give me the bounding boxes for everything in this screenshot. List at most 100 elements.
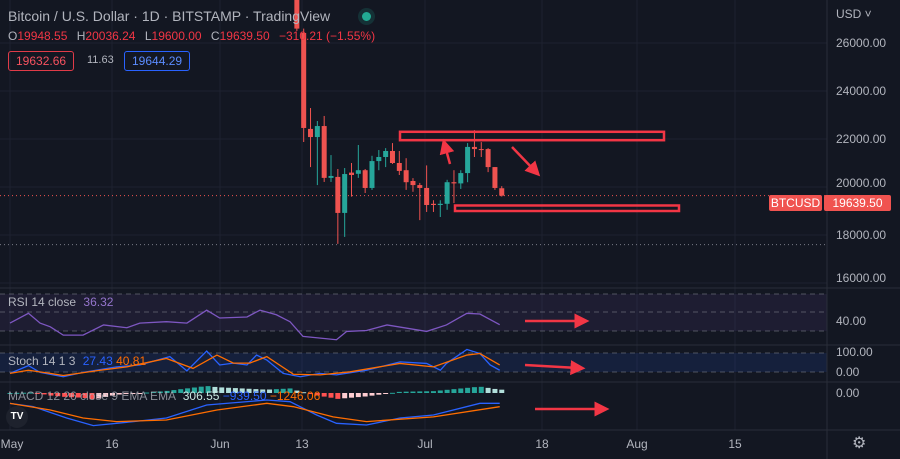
macd-line <box>9 399 500 427</box>
macd-histogram-bar <box>321 393 327 397</box>
macd-hist-value: 306.55 <box>182 389 220 403</box>
candle-body <box>362 170 368 188</box>
macd-histogram-bar <box>485 387 491 393</box>
macd-histogram-bar <box>335 393 341 399</box>
stoch-d-line <box>9 352 501 377</box>
candle-body <box>389 151 395 163</box>
candle-body <box>478 149 484 151</box>
stoch-d-value: 40.81 <box>116 354 147 368</box>
macd-histogram-bar <box>178 389 184 393</box>
candle-body <box>396 163 402 171</box>
macd-name: MACD 12 26 close 9 EMA EMA <box>8 389 176 403</box>
macd-histogram-bar <box>403 391 409 393</box>
candle-body <box>335 176 341 213</box>
macd-histogram-bar <box>75 393 81 398</box>
macd-histogram-bar <box>287 388 293 393</box>
macd-signal-value: −1246.06 <box>269 389 321 403</box>
annotation-arrow <box>524 360 586 376</box>
candle-body <box>492 167 498 188</box>
macd-histogram-bar <box>410 391 416 393</box>
macd-histogram-bar <box>21 392 27 394</box>
time-tick: Jun <box>210 437 230 451</box>
stoch-k-value: 27.43 <box>82 354 113 368</box>
time-tick: May <box>0 437 24 451</box>
macd-histogram-bar <box>41 393 47 395</box>
sell-price-button[interactable]: 19632.66 <box>8 51 75 71</box>
macd-histogram-bar <box>301 392 307 394</box>
candle-body <box>499 188 505 196</box>
macd-histogram-bar <box>417 391 423 393</box>
support-zone-box <box>453 204 681 213</box>
macd-histogram-bar <box>137 393 143 394</box>
macd-tick-zero: 0.00 <box>836 386 860 400</box>
tradingview-logo[interactable]: TV <box>6 406 28 428</box>
candle-body <box>410 181 416 186</box>
candle-body <box>355 170 361 174</box>
symbol-title[interactable]: Bitcoin / U.S. Dollar · 1D · BITSTAMP · … <box>8 8 331 24</box>
macd-histogram-bar <box>14 392 20 394</box>
macd-histogram-bar <box>267 389 273 393</box>
macd-histogram-bar <box>437 390 443 393</box>
candle-body <box>451 182 457 184</box>
currency-selector[interactable]: USD ˅ <box>836 7 872 21</box>
candle-body <box>437 203 443 205</box>
stoch-legend[interactable]: Stoch 14 1 3 27.43 40.81 <box>8 354 146 368</box>
rsi-legend[interactable]: RSI 14 close 36.32 <box>8 295 113 309</box>
candle-body <box>471 146 477 150</box>
macd-histogram-bar <box>294 390 300 393</box>
macd-histogram-bar <box>444 389 450 393</box>
macd-histogram-bar <box>62 393 68 397</box>
macd-histogram-bar <box>389 392 395 394</box>
open-label: O <box>8 29 18 43</box>
macd-histogram-bar <box>48 393 54 396</box>
macd-signal-line <box>9 402 500 423</box>
grid <box>0 0 827 430</box>
macd-histogram-bar <box>55 393 61 397</box>
macd-histogram-bar <box>226 387 232 393</box>
time-tick: 15 <box>728 437 742 451</box>
stoch-k-line <box>9 348 501 378</box>
candle-body <box>430 203 436 205</box>
macd-histogram-bar <box>89 393 95 400</box>
macd-histogram-bar <box>27 392 33 394</box>
symbol-price-tag: BTCUSD <box>769 195 822 211</box>
open-value: 19948.55 <box>17 29 68 43</box>
candle-body <box>417 185 423 188</box>
macd-histogram-bar <box>212 386 218 393</box>
macd-histogram-bar <box>157 391 163 393</box>
macd-histogram-bar <box>116 393 122 395</box>
time-tick: 13 <box>295 437 309 451</box>
candle-body <box>301 32 307 128</box>
time-tick: 16 <box>105 437 119 451</box>
macd-histogram-bar <box>130 393 136 394</box>
price-tick: 22000.00 <box>836 132 887 146</box>
candle-body <box>308 128 314 138</box>
candle-body <box>465 146 471 174</box>
rsi-value: 36.32 <box>83 295 114 309</box>
last-price-tag: 19639.50 <box>824 195 891 211</box>
macd-histogram-bar <box>342 393 348 399</box>
macd-histogram-bar <box>232 388 238 393</box>
candle-body <box>314 126 320 138</box>
candle-body <box>376 157 382 162</box>
macd-histogram-bar <box>424 391 430 393</box>
macd-histogram-bar <box>383 393 389 394</box>
macd-histogram-bar <box>280 388 286 393</box>
macd-histogram-bar <box>253 389 259 393</box>
high-value: 20036.24 <box>85 29 136 43</box>
macd-histogram-bar <box>68 393 74 398</box>
macd-histogram-bar <box>34 393 40 394</box>
rsi-tick: 40.00 <box>836 314 867 328</box>
buy-price-button[interactable]: 19644.29 <box>124 51 191 71</box>
macd-histogram-bar <box>451 389 457 393</box>
macd-histogram-bar <box>150 391 156 393</box>
settings-gear-icon[interactable]: ⚙ <box>852 435 867 452</box>
stoch-tick-top: 100.00 <box>836 345 873 359</box>
candles <box>294 0 505 244</box>
macd-histogram-bar <box>308 393 314 394</box>
rsi-name: RSI 14 close <box>8 295 77 309</box>
macd-legend[interactable]: MACD 12 26 close 9 EMA EMA 306.55 −939.5… <box>8 389 320 403</box>
macd-histogram-bar <box>328 393 334 398</box>
macd-histogram-bar <box>478 386 484 393</box>
